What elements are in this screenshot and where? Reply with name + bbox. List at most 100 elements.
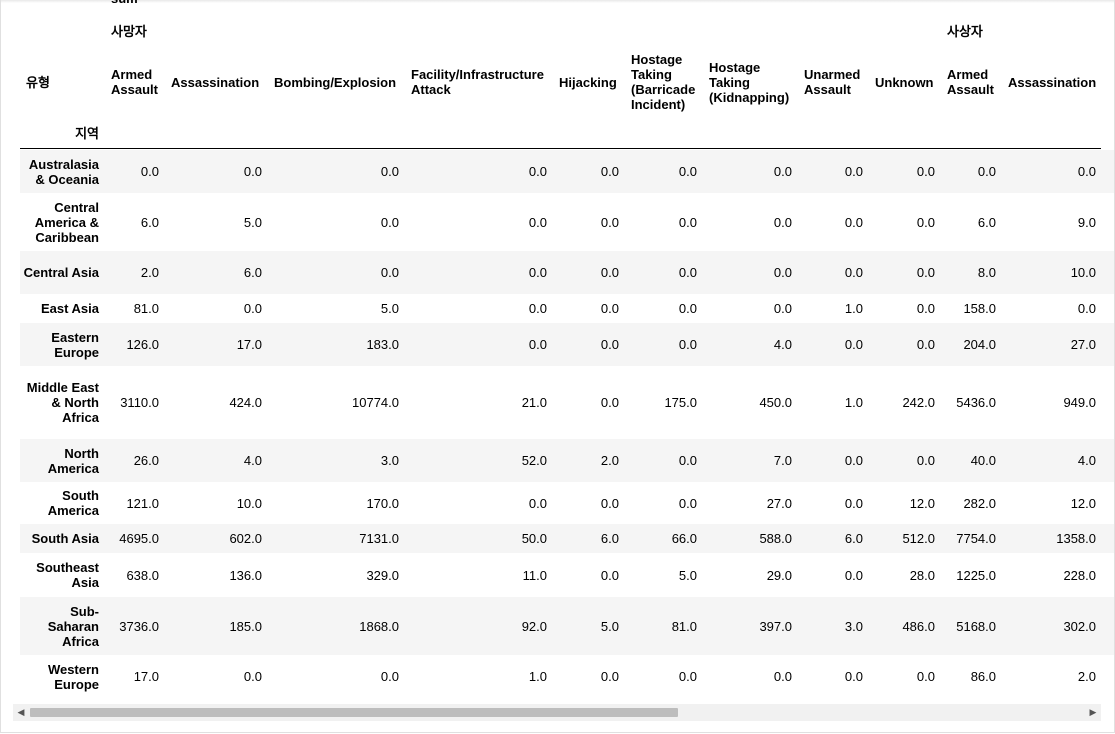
table-cell: 0.0 [243, 164, 262, 179]
table-cell: 3110.0 [120, 395, 159, 410]
table-cell: 3.0 [844, 618, 863, 634]
table-cell: 0.0 [773, 214, 792, 230]
table-cell: 0.0 [678, 495, 697, 511]
column-header: Hostage Taking (Barricade Incident) [631, 52, 696, 112]
table-cell: 92.0 [521, 618, 547, 634]
table-cell: 0.0 [1077, 301, 1096, 316]
table-cell: 7754.0 [956, 531, 996, 546]
group-casualties-label: 사상자 [947, 23, 983, 39]
table-row: Southeast Asia 638.0 136.0 329.0 11.0 0.0 5.0 2… [20, 553, 1114, 597]
table-cell: 4695.0 [119, 531, 159, 546]
table-cell: 8.0 [977, 265, 996, 280]
table-cell: 10774.0 [352, 395, 399, 410]
table-cell: 0.0 [678, 453, 697, 468]
table-cell: 397.0 [759, 618, 792, 634]
table-cell: 0.0 [844, 495, 863, 511]
table-cell: 1225.0 [956, 567, 996, 583]
table-cell: 0.0 [600, 495, 619, 511]
table-cell: 0.0 [844, 265, 863, 280]
table-cell: 26.0 [133, 453, 159, 468]
row-header-region: South Asia [31, 531, 99, 546]
table-cell: 9.0 [1077, 214, 1096, 230]
table-cell: 949.0 [1063, 395, 1096, 410]
table-cell: 0.0 [977, 164, 996, 179]
table-cell: 11.0 [522, 567, 547, 583]
table-cell: 3736.0 [119, 618, 159, 634]
table-cell: 40.0 [970, 453, 996, 468]
scroll-left-arrow-icon[interactable]: ◀ [17, 707, 25, 717]
column-header: Hijacking [559, 74, 617, 90]
table-cell: 0.0 [678, 301, 697, 316]
table-cell: 10.0 [1070, 265, 1096, 280]
table-cell: 2.0 [140, 265, 159, 280]
horizontal-scrollbar[interactable]: ◀ ▶ [13, 704, 1101, 721]
table-cell: 0.0 [243, 301, 262, 316]
column-header: Armed Assault [111, 67, 158, 97]
table-cell: 0.0 [140, 164, 159, 179]
column-header: Unarmed Assault [804, 67, 861, 97]
table-cell: 4.0 [1077, 453, 1096, 468]
table-cell: 0.0 [243, 669, 262, 684]
table-cell: 0.0 [916, 164, 935, 179]
table-cell: 0.0 [600, 214, 619, 230]
table-row: Australasia & Oceania 0.0 0.0 0.0 0.0 0.0 0.0 0… [20, 150, 1114, 193]
table-cell: 0.0 [528, 301, 547, 316]
table-cell: 12.0 [909, 495, 935, 511]
table-cell: 5.0 [380, 301, 399, 316]
table-cell: 0.0 [600, 164, 619, 179]
row-header-region: East Asia [40, 301, 99, 316]
table-cell: 0.0 [380, 164, 399, 179]
table-cell: 1868.0 [359, 618, 399, 634]
row-header-region: North America [47, 445, 99, 476]
table-cell: 0.0 [773, 164, 792, 179]
column-header: Armed Assault [947, 67, 994, 97]
table-cell: 0.0 [600, 669, 619, 684]
table-cell: 0.0 [773, 265, 792, 280]
table-cell: 1.0 [844, 395, 863, 410]
row-index-name: 유형 [26, 74, 50, 90]
scrollbar-thumb[interactable] [30, 708, 678, 717]
row-header-region: Middle East & North Africa [26, 380, 99, 425]
table-cell: 1358.0 [1056, 531, 1096, 546]
table-cell: 0.0 [844, 164, 863, 179]
header-index-row: 지역 [20, 122, 1114, 144]
table-cell: 0.0 [528, 337, 547, 352]
row-header-region: Central Asia [23, 265, 99, 280]
table-cell: 27.0 [766, 495, 792, 511]
row-header-region: Western Europe [47, 661, 99, 692]
table-cell: 0.0 [678, 265, 697, 280]
table-cell: 170.0 [366, 495, 399, 511]
table-cell: 0.0 [678, 337, 697, 352]
table-cell: 0.0 [380, 265, 399, 280]
table-row: Central America & Caribbean 6.0 5.0 0.0 0.0 0… [20, 193, 1114, 251]
table-cell: 228.0 [1063, 567, 1096, 583]
scroll-right-arrow-icon[interactable]: ▶ [1089, 707, 1097, 717]
table-cell: 0.0 [528, 265, 547, 280]
table-cell: 512.0 [902, 531, 935, 546]
table-cell: 6.0 [243, 265, 262, 280]
table-row: Central Asia 2.0 6.0 0.0 0.0 0.0 0.0 0.0 0.0 0.0 8… [20, 251, 1114, 294]
table-cell: 126.0 [126, 337, 159, 352]
table-cell: 50.0 [521, 531, 547, 546]
table-cell: 588.0 [759, 531, 792, 546]
table-cell: 0.0 [600, 337, 619, 352]
table-cell: 0.0 [678, 164, 697, 179]
table-cell: 0.0 [844, 567, 863, 583]
table-cell: 0.0 [844, 337, 863, 352]
table-cell: 158.0 [963, 301, 996, 316]
table-cell: 242.0 [902, 395, 935, 410]
table-cell: 0.0 [916, 265, 935, 280]
table-row: Middle East & North Africa 3110.0 424.0 107… [20, 366, 1114, 439]
table-cell: 0.0 [773, 669, 792, 684]
table-cell: 28.0 [909, 567, 935, 583]
table-cell: 0.0 [916, 669, 935, 684]
column-header: Unknown [875, 74, 934, 90]
table-cell: 0.0 [528, 164, 547, 179]
group-deaths-label: 사망자 [111, 23, 147, 39]
table-cell: 7.0 [773, 453, 792, 468]
table-cell: 7131.0 [359, 531, 399, 546]
table-cell: 638.0 [126, 567, 159, 583]
table-cell: 0.0 [916, 214, 935, 230]
table-cell: 5168.0 [956, 618, 996, 634]
table-cell: 0.0 [380, 214, 399, 230]
